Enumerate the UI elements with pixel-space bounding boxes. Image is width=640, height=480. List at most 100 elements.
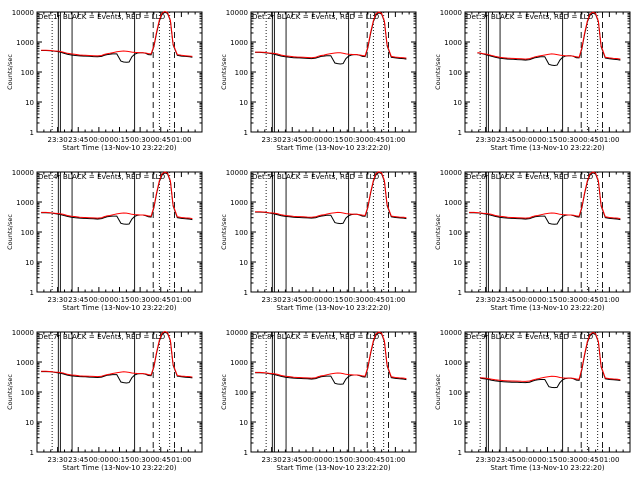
y-tick-label: 100 bbox=[235, 69, 248, 77]
y-axis-label: Counts/sec bbox=[220, 374, 228, 410]
series-line-events bbox=[41, 11, 193, 63]
x-tick-label: 00:30 bbox=[130, 296, 150, 304]
y-tick-label: 100 bbox=[235, 229, 248, 237]
detector-panel: 1 10 100 1000 10000 23:30 23:45 00:00 00:15 00:30… bbox=[220, 329, 417, 472]
y-tick-label: 10 bbox=[453, 259, 462, 267]
x-tick-label: 00:00 bbox=[517, 136, 537, 144]
y-tick-label: 10000 bbox=[226, 169, 248, 177]
y-tick-label: 1000 bbox=[444, 199, 462, 207]
x-tick-label: 23:45 bbox=[282, 296, 302, 304]
y-tick-label: 1000 bbox=[444, 39, 462, 47]
x-tick-label: 00:15 bbox=[109, 136, 129, 144]
y-tick-label: 1 bbox=[30, 449, 34, 457]
y-axis-label: Counts/sec bbox=[6, 54, 14, 90]
y-tick-label: 100 bbox=[449, 389, 462, 397]
x-tick-label: 00:45 bbox=[579, 456, 599, 464]
x-tick-label: 00:45 bbox=[151, 456, 171, 464]
plot-frame bbox=[250, 11, 417, 133]
y-tick-label: 1 bbox=[244, 289, 248, 297]
x-axis-label: Start Time (13-Nov-10 23:22:20) bbox=[490, 304, 604, 312]
series-line-lld bbox=[41, 330, 193, 378]
x-tick-label: 23:30 bbox=[476, 456, 496, 464]
y-tick-label: 10000 bbox=[440, 9, 462, 17]
plot-frame bbox=[250, 171, 417, 293]
y-tick-label: 1 bbox=[458, 289, 462, 297]
y-tick-label: 100 bbox=[21, 229, 34, 237]
x-tick-label: 00:30 bbox=[344, 456, 364, 464]
x-tick-label: 23:30 bbox=[48, 456, 68, 464]
y-tick-label: 1 bbox=[458, 129, 462, 137]
y-tick-label: 100 bbox=[235, 389, 248, 397]
y-axis-label: Counts/sec bbox=[434, 54, 442, 90]
x-tick-label: 00:15 bbox=[323, 296, 343, 304]
x-tick-label: 00:30 bbox=[344, 136, 364, 144]
series-line-lld bbox=[255, 11, 407, 59]
y-axis-label: Counts/sec bbox=[6, 374, 14, 410]
y-tick-label: 10 bbox=[239, 259, 248, 267]
detector-panel: 1 10 100 1000 10000 23:30 23:45 00:00 00:15 00:30… bbox=[6, 9, 203, 152]
y-tick-label: 10 bbox=[239, 419, 248, 427]
plot-frame bbox=[464, 11, 631, 133]
detector-panel: 1 10 100 1000 10000 23:30 23:45 00:00 00:15 00:30… bbox=[220, 169, 417, 312]
x-tick-label: 00:00 bbox=[89, 296, 109, 304]
x-tick-label: 00:00 bbox=[303, 136, 323, 144]
x-axis-label: Start Time (13-Nov-10 23:22:20) bbox=[276, 144, 390, 152]
x-tick-label: 23:45 bbox=[68, 456, 88, 464]
x-tick-label: 00:45 bbox=[365, 296, 385, 304]
y-tick-label: 10 bbox=[25, 419, 34, 427]
x-tick-label: 23:30 bbox=[476, 136, 496, 144]
panel-title: Det 8r BLACK = Events, RED = LLD bbox=[252, 332, 380, 341]
x-tick-label: 23:45 bbox=[496, 136, 516, 144]
series-line-lld bbox=[480, 331, 621, 382]
panel-title: Det 6r BLACK = Events, RED = LLD bbox=[466, 172, 594, 181]
y-tick-label: 100 bbox=[449, 229, 462, 237]
y-tick-label: 1000 bbox=[230, 199, 248, 207]
y-tick-label: 10000 bbox=[440, 169, 462, 177]
y-axis-label: Counts/sec bbox=[434, 374, 442, 410]
detector-panel: 1 10 100 1000 10000 23:30 23:45 00:00 00:15 00:30… bbox=[6, 329, 203, 472]
x-tick-label: 00:30 bbox=[344, 296, 364, 304]
panel-title: Det 5r BLACK = Events, RED = LLD bbox=[252, 172, 380, 181]
x-tick-label: 00:15 bbox=[109, 456, 129, 464]
x-tick-label: 01:00 bbox=[599, 456, 619, 464]
panel-title: Det 1r BLACK = Events, RED = LLD bbox=[38, 12, 166, 21]
series-line-events bbox=[477, 12, 621, 67]
y-tick-label: 1000 bbox=[230, 359, 248, 367]
y-tick-label: 100 bbox=[449, 69, 462, 77]
x-tick-label: 23:45 bbox=[282, 456, 302, 464]
x-axis-label: Start Time (13-Nov-10 23:22:20) bbox=[62, 304, 176, 312]
detector-panel: 1 10 100 1000 10000 23:30 23:45 00:00 00:15 00:30… bbox=[434, 169, 631, 312]
series-line-events bbox=[469, 172, 621, 225]
x-tick-label: 01:00 bbox=[385, 296, 405, 304]
x-tick-label: 01:00 bbox=[171, 296, 191, 304]
x-tick-label: 23:30 bbox=[48, 136, 68, 144]
series-line-events bbox=[41, 331, 193, 384]
y-tick-label: 100 bbox=[21, 389, 34, 397]
panel-title: Det 7r BLACK = Events, RED = LLD bbox=[38, 332, 166, 341]
x-tick-label: 23:30 bbox=[262, 296, 282, 304]
y-tick-label: 10000 bbox=[12, 9, 34, 17]
series-line-events bbox=[255, 171, 407, 225]
detector-panel: 1 10 100 1000 10000 23:30 23:45 00:00 00:15 00:30… bbox=[434, 329, 631, 472]
y-tick-label: 10000 bbox=[12, 169, 34, 177]
x-axis-label: Start Time (13-Nov-10 23:22:20) bbox=[62, 144, 176, 152]
series-line-events bbox=[255, 12, 407, 65]
x-tick-label: 01:00 bbox=[171, 136, 191, 144]
x-tick-label: 00:30 bbox=[130, 456, 150, 464]
x-tick-label: 00:15 bbox=[109, 296, 129, 304]
x-tick-label: 00:00 bbox=[89, 136, 109, 144]
y-tick-label: 1000 bbox=[16, 359, 34, 367]
x-tick-label: 00:30 bbox=[558, 456, 578, 464]
x-tick-label: 00:45 bbox=[365, 456, 385, 464]
y-tick-label: 100 bbox=[21, 69, 34, 77]
y-tick-label: 1000 bbox=[16, 39, 34, 47]
y-tick-label: 10000 bbox=[226, 329, 248, 337]
x-tick-label: 23:45 bbox=[496, 456, 516, 464]
y-tick-label: 10 bbox=[453, 419, 462, 427]
y-tick-label: 1000 bbox=[16, 199, 34, 207]
x-tick-label: 01:00 bbox=[599, 136, 619, 144]
plot-frame bbox=[250, 331, 417, 453]
plot-frame bbox=[36, 11, 203, 133]
x-tick-label: 23:30 bbox=[262, 456, 282, 464]
